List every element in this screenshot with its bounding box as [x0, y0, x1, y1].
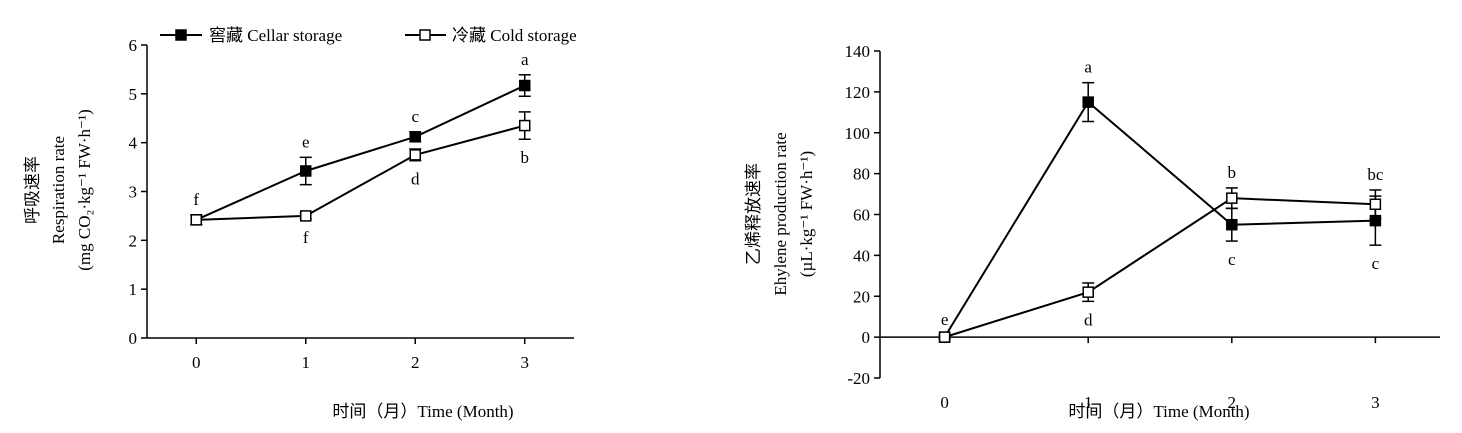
y-tick-label: 60	[853, 206, 870, 225]
y-tick-label: 3	[129, 183, 138, 202]
legend-label-cold: 冷藏 Cold storage	[452, 26, 577, 45]
significance-letter: a	[1084, 58, 1092, 77]
y-axis-title-line: (µL·kg⁻¹ FW·h⁻¹)	[797, 151, 816, 277]
legend-label-cellar: 窖藏 Cellar storage	[209, 26, 342, 45]
y-tick-label: 100	[845, 124, 871, 143]
data-point-cold	[518, 119, 531, 132]
y-tick-label: 0	[129, 329, 138, 348]
significance-letter: bc	[1367, 165, 1384, 184]
data-point-cold	[1369, 198, 1382, 211]
significance-letter: b	[1228, 163, 1237, 182]
series-line-cellar	[195, 84, 526, 221]
series-line-cold	[196, 124, 525, 221]
significance-letter: c	[1228, 250, 1236, 269]
data-point-cold	[190, 214, 203, 226]
y-tick-label: 5	[129, 85, 138, 104]
significance-letter: c	[1372, 254, 1380, 273]
y-axis-title-line: 呼吸速率	[23, 156, 42, 224]
data-point-cold	[1082, 286, 1094, 298]
significance-letter: e	[941, 310, 949, 329]
y-axis-title-line: 乙烯释放速率	[744, 163, 763, 265]
x-axis-title: 时间（月）Time (Month)	[332, 402, 513, 421]
y-tick-label: 2	[129, 231, 138, 250]
significance-letter: d	[1084, 310, 1093, 329]
legend-marker-cellar	[175, 29, 187, 41]
data-point-cellar	[1082, 96, 1094, 108]
data-point-cellar	[300, 165, 312, 177]
ethylene-chart: -20 0 20 40 60 80 100 120 140 0 1 2 3 时间（月）Time (Mont…	[744, 42, 1440, 421]
y-axis-title-line: (mg CO₂·kg⁻¹ FW·h⁻¹)	[75, 109, 94, 271]
significance-letter: d	[411, 170, 420, 189]
x-tick-label: 0	[192, 353, 201, 372]
y-tick-label: 0	[862, 328, 871, 347]
y-axis-title-line: Respiration rate	[49, 136, 68, 244]
respiration-chart: 0 1 2 3 4 5 6 0 1 2 3 时间（月）Time (Month) 呼吸速率 Respirat…	[23, 36, 574, 421]
data-point-cold	[938, 331, 951, 343]
data-point-cellar	[409, 131, 421, 143]
data-point-cellar	[518, 79, 531, 92]
data-point-cold	[409, 149, 421, 161]
y-tick-label: 120	[845, 83, 871, 102]
significance-letter: e	[302, 132, 310, 151]
y-tick-label: 20	[853, 287, 870, 306]
x-tick-label: 2	[411, 353, 420, 372]
significance-letter: a	[521, 50, 529, 69]
significance-letter: f	[303, 228, 309, 247]
y-tick-label: 6	[129, 36, 138, 55]
x-axis-title: 时间（月）Time (Month)	[1068, 402, 1249, 421]
data-point-cold	[1226, 192, 1238, 204]
x-tick-label: 3	[1371, 393, 1380, 412]
y-axis-title-line: Ehylene production rate	[771, 132, 790, 295]
y-tick-label: 80	[853, 165, 870, 184]
data-point-cold	[300, 210, 312, 222]
x-tick-label: 3	[520, 353, 529, 372]
data-point-cellar	[1226, 218, 1238, 231]
x-tick-label: 0	[940, 393, 949, 412]
x-tick-label: 2	[1228, 393, 1237, 412]
y-tick-label: 4	[129, 134, 138, 153]
x-tick-label: 1	[302, 353, 311, 372]
significance-letter: c	[411, 107, 419, 126]
y-tick-label: -20	[847, 369, 870, 388]
series-line-cold	[944, 197, 1376, 339]
legend-marker-cold	[419, 29, 431, 41]
significance-letter: b	[520, 148, 529, 167]
legend: 窖藏 Cellar storage 冷藏 Cold storage	[160, 26, 577, 45]
significance-letter: f	[193, 190, 199, 209]
y-tick-label: 40	[853, 246, 870, 265]
series-line-cellar	[943, 100, 1376, 338]
y-tick-label: 140	[845, 42, 871, 61]
y-tick-label: 1	[129, 280, 138, 299]
x-tick-label: 1	[1084, 393, 1093, 412]
